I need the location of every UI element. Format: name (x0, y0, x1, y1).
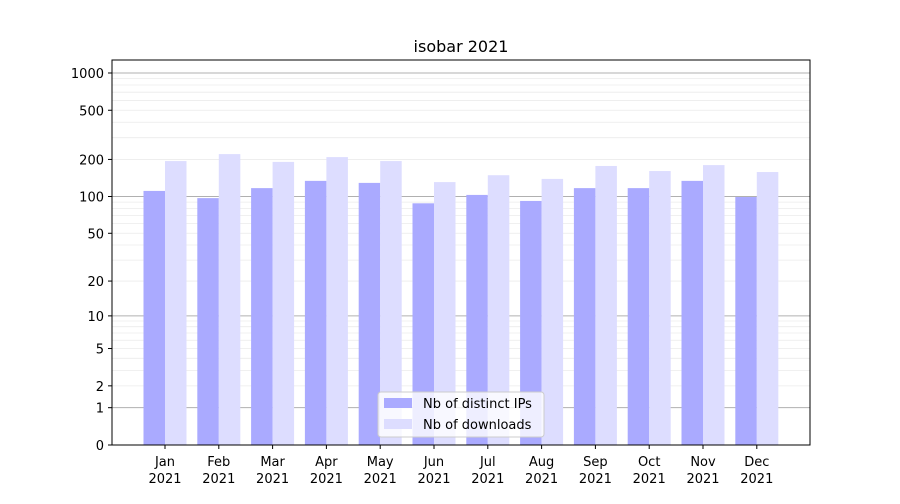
legend-swatch (384, 398, 412, 408)
y-tick-label: 100 (79, 190, 104, 205)
x-tick-label: Sep 2021 (579, 455, 612, 487)
y-tick-label: 1 (96, 402, 104, 417)
bar-downloads (649, 171, 671, 445)
bar-downloads (756, 172, 779, 445)
y-tick-label: 1000 (71, 67, 104, 82)
y-tick-label: 10 (87, 310, 104, 325)
x-tick-label: Oct 2021 (633, 455, 666, 487)
legend: Nb of distinct IPs Nb of downloads (377, 391, 545, 438)
bar-distinct-ips (466, 194, 488, 445)
legend-label: Nb of distinct IPs (423, 397, 532, 412)
bar-distinct-ips (573, 188, 596, 445)
x-tick-label: Jan 2021 (148, 455, 181, 487)
x-tick-label: Jun 2021 (417, 455, 450, 487)
chart-title: isobar 2021 (414, 37, 509, 56)
x-tick-label: Jul 2021 (471, 455, 504, 487)
y-tick-label: 50 (87, 227, 104, 242)
legend-label: Nb of downloads (423, 418, 532, 433)
y-tick-label: 200 (79, 153, 104, 168)
bar-downloads (434, 182, 456, 445)
bar-distinct-ips (197, 198, 219, 445)
bar-downloads (165, 161, 187, 445)
bar-distinct-ips (412, 203, 434, 445)
bar-downloads (218, 154, 241, 445)
bar-downloads (487, 175, 510, 445)
legend-box (377, 391, 545, 438)
x-tick-label: May 2021 (364, 455, 397, 487)
bar-downloads (541, 178, 564, 446)
x-tick-label: Apr 2021 (310, 455, 343, 487)
bar-downloads (272, 161, 295, 445)
bar-distinct-ips (358, 182, 381, 446)
bar-distinct-ips (251, 188, 273, 445)
y-tick-label: 500 (79, 104, 104, 119)
x-tick-label: Feb 2021 (202, 455, 235, 487)
bar-distinct-ips (304, 180, 327, 445)
x-tick-label: Aug 2021 (525, 455, 558, 487)
y-tick-label: 5 (96, 343, 104, 358)
bar-distinct-ips (735, 197, 757, 445)
y-tick-label: 20 (87, 275, 104, 290)
bar-distinct-ips (627, 188, 650, 445)
bar-downloads (703, 165, 725, 445)
plot-frame (111, 59, 811, 446)
bar-distinct-ips (143, 190, 165, 445)
bar-downloads (595, 165, 617, 445)
x-tick-label: Mar 2021 (256, 455, 289, 487)
y-tick-label: 2 (96, 380, 104, 395)
legend-swatch (384, 419, 412, 429)
bar-downloads (326, 157, 348, 445)
x-tick-label: Dec 2021 (740, 455, 773, 487)
y-tick-label: 0 (96, 439, 104, 454)
bar-distinct-ips (681, 180, 703, 445)
x-tick-label: Nov 2021 (686, 455, 719, 487)
bar-distinct-ips (520, 200, 542, 445)
bar-downloads (380, 161, 402, 445)
